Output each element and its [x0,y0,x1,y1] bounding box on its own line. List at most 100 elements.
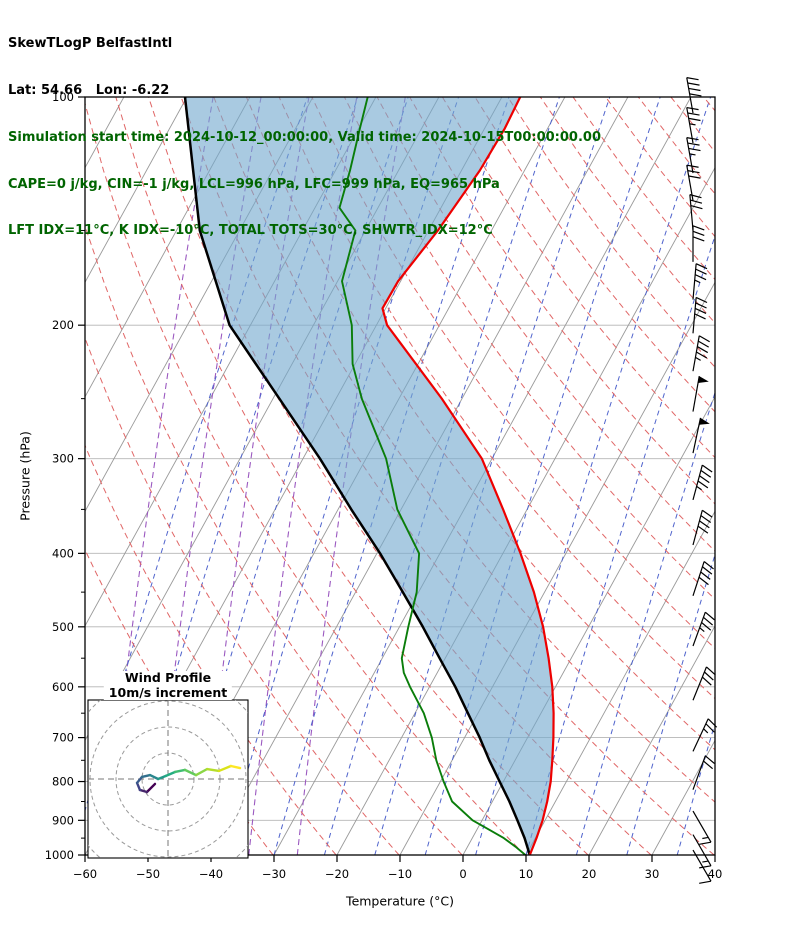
hodograph-trace-segment [135,775,144,785]
axis-ticks: −60 −50 −40 −30 −20 −10 0 10 20 30 40 100 200 300 400 5… [45,90,723,881]
x-axis-label: Temperature (°C) [346,893,454,909]
x-tick-label: −40 [199,867,223,881]
y-tick-label: 400 [52,546,74,560]
y-tick-label: 700 [52,731,74,745]
dry-adiabat-line [637,97,715,195]
hodograph-trace-segment [173,768,187,774]
hodograph-title-line2: 10m/s increment [108,684,228,700]
hodograph-title-line1: Wind Profile [124,670,212,685]
isotherm-line [85,97,251,398]
isotherm-line [651,739,715,855]
wind-barb [692,296,708,334]
hodograph-inset [87,699,249,859]
dry-adiabat-line [85,223,463,855]
y-tick-label: 500 [52,620,74,634]
x-tick-label: 30 [645,867,660,881]
wind-barb [692,561,714,596]
hodograph-trace-segment [156,774,168,781]
chart-location: Lat: 54.66 Lon: -6.22 [8,82,170,98]
moist-adiabat-line [424,97,661,855]
wind-barb [692,849,712,884]
wind-barb [692,225,705,262]
hodograph-trace-segment [138,788,149,794]
hodograph-trace-segment [164,770,177,778]
chart-header: SkewTLogP BelfastIntl Lat: 54.66 Lon: -6… [8,5,601,270]
wind-barb [689,194,703,231]
moist-adiabat-line [85,97,308,813]
hodograph-trace-segment [148,773,160,781]
dry-adiabat-line [85,101,526,855]
isotherm-line [85,97,188,284]
parcel-curve [183,97,531,855]
x-tick-label: −30 [262,867,286,881]
chart-times: Simulation start time: 2024-10-12_00:00:… [8,129,601,145]
y-axis-label: Pressure (hPa) [17,431,33,521]
hodograph-trace-segment [135,781,142,792]
dry-adiabat-line [441,97,715,459]
wind-barb [692,666,716,701]
moist-adiabat-line [223,97,460,855]
temperature-curve [381,97,555,855]
x-tick-label: −60 [73,867,97,881]
chart-title: SkewTLogP BelfastIntl [8,36,173,52]
moist-adiabat-line [676,721,715,855]
isotherm-line [336,166,715,855]
wind-barb [692,417,710,454]
dry-adiabat-line [703,97,715,112]
wind-barb [686,106,701,144]
x-tick-label: −50 [136,867,160,881]
dry-adiabat-line [376,97,715,552]
wind-barb [692,718,718,752]
wind-barb [692,509,713,546]
chart-indices-2: LFT IDX=11°C, K IDX=-10°C, TOTAL TOTS=30… [8,223,493,239]
x-tick-label: 20 [582,867,597,881]
wind-barb [692,375,709,412]
isotherm-line [399,281,715,855]
hodograph-trace-segment [229,764,242,770]
hodograph-trace-segment [145,782,157,794]
x-tick-label: −10 [388,867,412,881]
moist-adiabat-line [172,97,409,855]
y-tick-label: 100 [52,90,74,104]
cin-shaded-area [185,97,554,855]
isotherm-line [525,510,715,855]
y-tick-label: 800 [52,775,74,789]
moist-adiabat-line [575,391,715,855]
isotherm-line [714,854,715,855]
hodograph-trace-segment [205,767,221,773]
hodograph-trace-segment [194,767,209,777]
dry-adiabat-line [85,444,337,855]
dry-adiabat-line [311,97,715,650]
isotherm-line [588,624,715,855]
wind-barb [686,137,701,174]
hodograph-trace-segment [183,768,198,777]
wind-barb [686,77,702,114]
y-tick-label: 900 [52,813,74,827]
wind-barb [692,263,708,300]
x-tick-label: −20 [325,867,349,881]
wind-barb [692,464,713,501]
wind-barb [692,335,710,372]
x-tick-label: 10 [519,867,534,881]
wind-barb [692,611,715,647]
wind-barb [692,810,712,845]
chart-indices-1: CAPE=0 j/kg, CIN=-1 j/kg, LCL=996 hPa, L… [8,176,500,192]
dry-adiabat-line [213,97,715,803]
x-tick-label: 40 [708,867,723,881]
y-tick-label: 1000 [45,848,74,862]
dry-adiabat-line [85,336,400,855]
wind-barb [692,755,715,790]
moist-adiabat-line [728,97,794,855]
moist-adiabat-line [122,97,359,855]
dry-adiabat-line [278,97,715,700]
y-tick-label: 200 [52,318,74,332]
wind-barb [692,834,712,869]
y-tick-label: 300 [52,452,74,466]
hodograph-trace-segment [217,764,233,773]
y-tick-label: 600 [52,680,74,694]
dry-adiabat-line [572,97,715,281]
hodograph-title: Wind Profile 10m/s increment [103,670,233,700]
wind-barbs [686,77,718,884]
